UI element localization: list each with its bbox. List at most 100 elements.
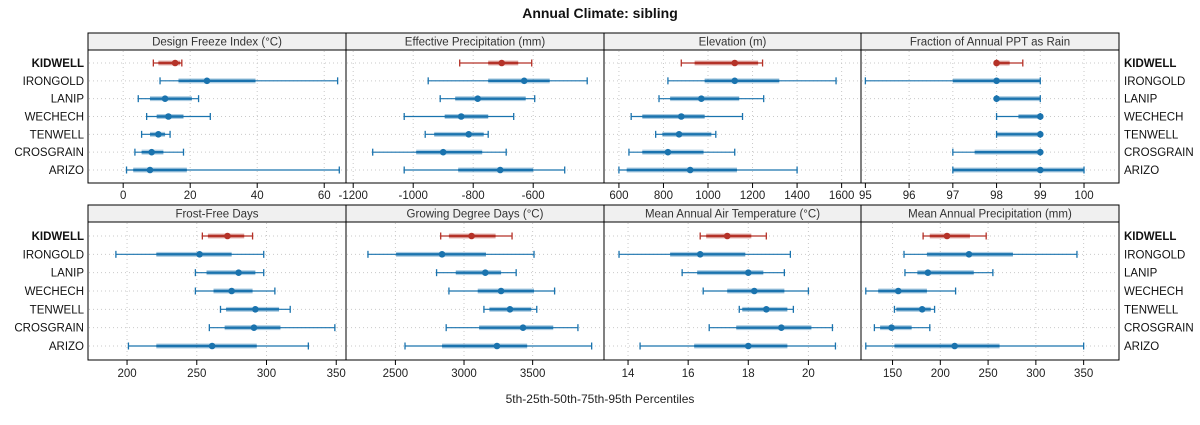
site-label-left: LANIP	[51, 94, 85, 106]
median-dot	[1036, 113, 1044, 120]
median-dot	[943, 232, 951, 240]
median-dot	[457, 113, 465, 120]
median-dot	[951, 342, 958, 350]
axis-tick-label: 16	[682, 368, 695, 380]
median-dot	[763, 306, 770, 313]
axis-tick-label: 60	[318, 190, 331, 202]
axis-tick-label: 1400	[784, 190, 810, 202]
site-label-left: ARIZO	[49, 341, 84, 353]
site-label-left: LANIP	[51, 268, 85, 280]
median-dot	[161, 95, 169, 102]
axis-tick-label: -1000	[398, 190, 427, 202]
panel-header	[860, 32, 1120, 51]
median-dot	[498, 59, 506, 67]
median-dot	[171, 59, 179, 67]
axis-tick-label: 350	[1074, 368, 1093, 380]
median-dot	[148, 148, 155, 156]
median-dot	[519, 324, 527, 331]
site-label-left: WECHECH	[25, 286, 84, 298]
axis-tick-label: -800	[462, 190, 485, 202]
axis-tick-label: 100	[1074, 190, 1093, 202]
median-dot	[497, 287, 505, 295]
median-dot	[965, 251, 973, 258]
panel-title: Fraction of Annual PPT as Rain	[910, 37, 1070, 49]
median-dot	[894, 287, 902, 295]
median-dot	[918, 306, 926, 313]
axis-tick-label: 3500	[520, 368, 546, 380]
median-dot	[675, 131, 683, 138]
axis-tick-label: 20	[802, 368, 815, 380]
median-dot	[496, 166, 504, 174]
median-dot	[1036, 148, 1044, 156]
site-label-left: KIDWELL	[32, 58, 84, 70]
site-label-right: KIDWELL	[1124, 231, 1176, 243]
axis-tick-label: 3000	[451, 368, 477, 380]
site-label-left: KIDWELL	[32, 231, 84, 243]
median-dot	[698, 95, 705, 102]
axis-tick-label: 300	[1026, 368, 1045, 380]
site-label-left: CROSGRAIN	[14, 147, 84, 159]
site-label-left: WECHECH	[25, 112, 84, 124]
median-dot	[196, 251, 203, 258]
median-dot	[250, 324, 258, 331]
median-dot	[750, 287, 758, 295]
median-dot	[731, 77, 739, 85]
axis-tick-label: -1200	[338, 190, 367, 202]
axis-tick-label: 18	[742, 368, 755, 380]
axis-tick-label: 350	[327, 368, 346, 380]
axis-tick-label: 200	[117, 368, 136, 380]
median-dot	[924, 269, 932, 276]
median-dot	[993, 95, 1000, 102]
site-label-right: CROSGRAIN	[1124, 323, 1194, 335]
site-label-right: ARIZO	[1124, 165, 1159, 177]
median-dot	[146, 166, 154, 174]
median-dot	[439, 148, 447, 156]
site-label-left: ARIZO	[49, 165, 84, 177]
site-label-right: IRONGOLD	[1124, 249, 1185, 261]
median-dot	[1036, 166, 1044, 174]
median-dot	[993, 77, 1000, 85]
site-label-right: ARIZO	[1124, 341, 1159, 353]
median-dot	[224, 232, 231, 240]
median-dot	[686, 166, 694, 174]
axis-tick-label: 96	[903, 190, 916, 202]
axis-tick-label: 1000	[695, 190, 721, 202]
panel-title: Frost-Free Days	[175, 209, 258, 221]
axis-tick-label: 1600	[829, 190, 855, 202]
site-label-left: TENWELL	[30, 304, 85, 316]
panel-header	[860, 204, 1120, 223]
median-dot	[235, 269, 242, 276]
median-dot	[744, 342, 752, 350]
median-dot	[993, 59, 1000, 67]
axis-tick-label: 250	[187, 368, 206, 380]
median-dot	[778, 324, 785, 331]
axis-tick-label: 1200	[740, 190, 766, 202]
chart-title: Annual Climate: sibling	[522, 5, 678, 21]
median-dot	[481, 269, 489, 276]
axis-tick-label: -600	[522, 190, 545, 202]
median-dot	[888, 324, 895, 331]
axis-tick-label: 14	[622, 368, 635, 380]
median-dot	[468, 232, 475, 240]
site-label-right: CROSGRAIN	[1124, 147, 1194, 159]
median-dot	[731, 59, 739, 67]
site-label-right: IRONGOLD	[1124, 76, 1185, 88]
axis-tick-label: 20	[184, 190, 197, 202]
panel-title: Growing Degree Days (°C)	[407, 209, 544, 221]
median-dot	[203, 77, 211, 85]
median-dot	[696, 251, 704, 258]
median-dot	[1036, 131, 1044, 138]
median-dot	[520, 77, 528, 85]
axis-tick-label: 95	[859, 190, 872, 202]
median-dot	[744, 269, 752, 276]
site-label-left: IRONGOLD	[23, 76, 84, 88]
median-dot	[208, 342, 216, 350]
median-dot	[474, 95, 482, 102]
site-label-right: WECHECH	[1124, 112, 1183, 124]
panel-title: Mean Annual Air Temperature (°C)	[645, 209, 820, 221]
site-label-right: WECHECH	[1124, 286, 1183, 298]
median-dot	[664, 148, 672, 156]
median-dot	[677, 113, 685, 120]
panel-title: Effective Precipitation (mm)	[405, 37, 546, 49]
